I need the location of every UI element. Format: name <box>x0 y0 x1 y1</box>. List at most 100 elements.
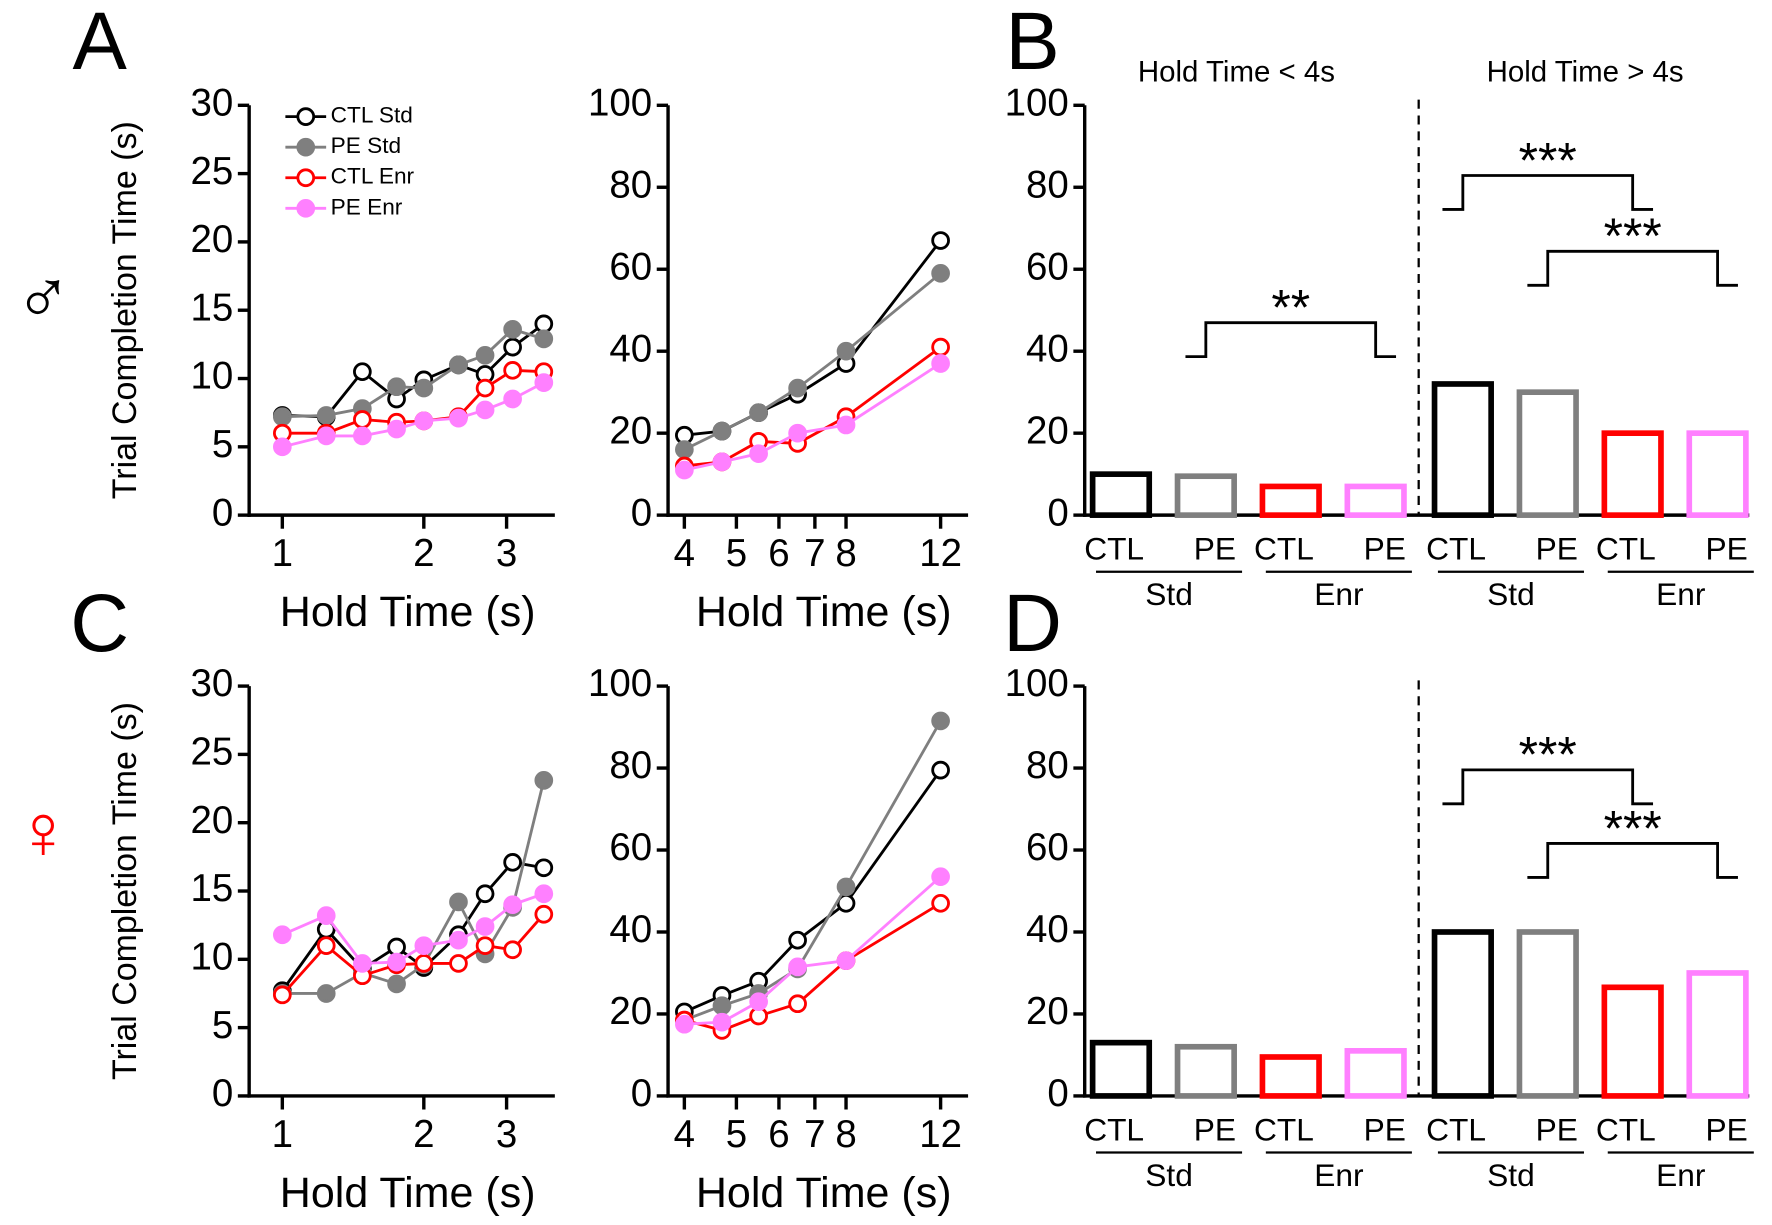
group-label: Enr <box>1314 576 1364 612</box>
data-point <box>534 904 554 924</box>
significance-label: *** <box>1604 800 1662 856</box>
data-point <box>534 373 554 392</box>
y-tick-label: 0 <box>631 1072 652 1115</box>
data-point <box>675 440 694 459</box>
x-tick-label: PE <box>1364 1112 1406 1148</box>
data-point <box>272 985 292 1005</box>
data-point <box>749 444 768 463</box>
x-tick-label: CTL <box>1426 531 1486 567</box>
data-point <box>353 426 372 446</box>
y-tick-label: 80 <box>609 163 652 206</box>
data-point <box>475 400 495 420</box>
header: Hold Time < 4s <box>1138 55 1335 88</box>
series-line <box>683 769 942 1014</box>
data-point <box>387 377 406 397</box>
data-point <box>475 345 495 365</box>
data-point <box>788 994 807 1014</box>
bar <box>1431 381 1494 518</box>
data-point <box>931 354 950 373</box>
significance-label: *** <box>1519 727 1577 783</box>
y-tick-label: 0 <box>1047 1072 1068 1115</box>
group-label: Std <box>1145 1157 1193 1193</box>
significance-bracket <box>1185 321 1397 359</box>
x-tick-label: 2 <box>413 532 434 575</box>
data-point <box>931 337 950 357</box>
data-point <box>534 329 554 349</box>
y-tick-label: 20 <box>609 990 652 1033</box>
data-point <box>414 411 434 431</box>
x-tick-label: 6 <box>768 532 789 575</box>
y-axis-label: Trial Completion Time (s) <box>106 702 144 1080</box>
x-axis-label: Hold Time (s) <box>696 588 952 636</box>
data-point <box>712 1012 732 1032</box>
y-tick-label: 60 <box>1026 245 1069 288</box>
panel-label: C <box>70 578 129 669</box>
y-tick-label: 40 <box>609 908 652 951</box>
data-point <box>475 936 495 955</box>
group-label: Enr <box>1314 1157 1364 1193</box>
data-point <box>316 906 336 925</box>
significance-bracket <box>1442 768 1654 806</box>
y-tick-label: 25 <box>190 731 233 774</box>
data-point <box>931 263 950 283</box>
series-line <box>683 720 942 1022</box>
data-point <box>503 940 522 960</box>
x-tick-label: 6 <box>768 1113 789 1156</box>
significance-bracket <box>1442 174 1654 211</box>
bar <box>1174 473 1237 518</box>
x-tick-label: 1 <box>272 1113 293 1156</box>
data-point <box>788 423 807 443</box>
data-point <box>503 852 522 872</box>
bar <box>1516 389 1579 518</box>
x-tick-label: 7 <box>804 532 825 575</box>
bar <box>1259 483 1322 518</box>
series-line <box>282 780 546 995</box>
data-point <box>675 460 694 480</box>
y-tick-label: 40 <box>609 327 652 370</box>
y-tick-label: 30 <box>190 81 233 124</box>
x-tick-label: 1 <box>272 532 293 575</box>
x-axis-label: Hold Time (s) <box>280 588 536 636</box>
significance-label: *** <box>1519 132 1577 188</box>
data-point <box>353 410 372 429</box>
legend-label: PE Enr <box>331 194 403 219</box>
y-tick-label: 20 <box>190 218 233 261</box>
legend-marker <box>296 137 316 157</box>
x-axis-label: Hold Time (s) <box>696 1169 952 1217</box>
y-tick-label: 100 <box>1005 81 1069 124</box>
y-tick-label: 20 <box>609 409 652 452</box>
legend-marker <box>296 198 316 218</box>
series-line <box>684 239 942 437</box>
y-tick-label: 80 <box>1026 744 1069 787</box>
data-point <box>387 937 406 957</box>
data-point <box>788 378 807 398</box>
group-label: Std <box>1145 576 1193 612</box>
data-point <box>475 884 495 904</box>
data-point <box>836 951 856 971</box>
data-point <box>788 957 807 977</box>
x-tick-label: CTL <box>1254 531 1314 567</box>
y-tick-label: 20 <box>1026 409 1069 452</box>
y-tick-label: 100 <box>588 81 652 124</box>
data-point <box>449 408 468 428</box>
y-tick-label: 20 <box>1026 990 1069 1033</box>
data-point <box>836 877 856 897</box>
data-point <box>503 337 522 357</box>
y-tick-label: 10 <box>190 935 233 978</box>
data-point <box>316 406 336 425</box>
x-tick-label: CTL <box>1596 531 1656 567</box>
y-tick-label: 40 <box>1026 908 1069 951</box>
data-point <box>387 952 406 972</box>
panel-label: B <box>1005 0 1059 87</box>
x-tick-label: 5 <box>726 532 747 575</box>
sex-symbol: ♂ <box>14 255 72 341</box>
bar <box>1431 929 1494 1099</box>
x-tick-label: PE <box>1705 1112 1747 1148</box>
significance-bracket <box>1527 249 1738 287</box>
x-tick-label: CTL <box>1254 1112 1314 1148</box>
data-point <box>272 407 292 427</box>
y-tick-label: 80 <box>1026 163 1069 206</box>
header: Hold Time > 4s <box>1487 55 1684 88</box>
